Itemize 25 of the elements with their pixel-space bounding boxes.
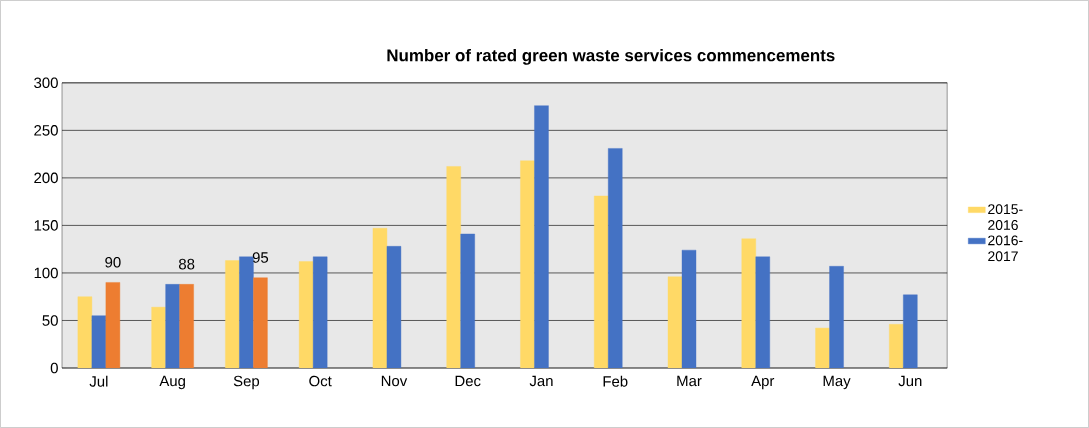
y-tick-label: 150 <box>34 220 58 231</box>
x-tick-label: May <box>823 375 851 390</box>
legend-label: 2016-2017 <box>988 235 1023 262</box>
x-tick-label: Jun <box>898 375 922 387</box>
y-tick-label: 200 <box>34 172 58 184</box>
x-tick-label: Feb <box>603 375 628 387</box>
x-tick-label: Apr <box>751 375 775 390</box>
chart-title: Number of rated green waste services commencements <box>387 48 835 65</box>
x-tick-label: Aug <box>159 375 185 390</box>
x-tick-label: Sep <box>233 375 260 390</box>
x-tick-label: Oct <box>309 375 332 387</box>
legend-label: 2015-2016 <box>988 204 1023 231</box>
x-tick-label: Mar <box>677 375 702 387</box>
y-tick-label: 50 <box>42 315 58 326</box>
y-tick-label: 300 <box>34 77 58 89</box>
data-label: 95 <box>252 252 269 263</box>
y-tick-label: 250 <box>34 125 58 136</box>
x-tick-label: Dec <box>455 375 481 387</box>
x-tick-label: Jul <box>89 375 108 387</box>
data-label: 88 <box>178 258 195 270</box>
y-tick-label: 0 <box>50 362 58 374</box>
data-label: 90 <box>105 256 121 268</box>
x-tick-label: Nov <box>381 375 408 387</box>
y-tick-label: 100 <box>34 267 58 279</box>
x-tick-label: Jan <box>529 375 553 387</box>
